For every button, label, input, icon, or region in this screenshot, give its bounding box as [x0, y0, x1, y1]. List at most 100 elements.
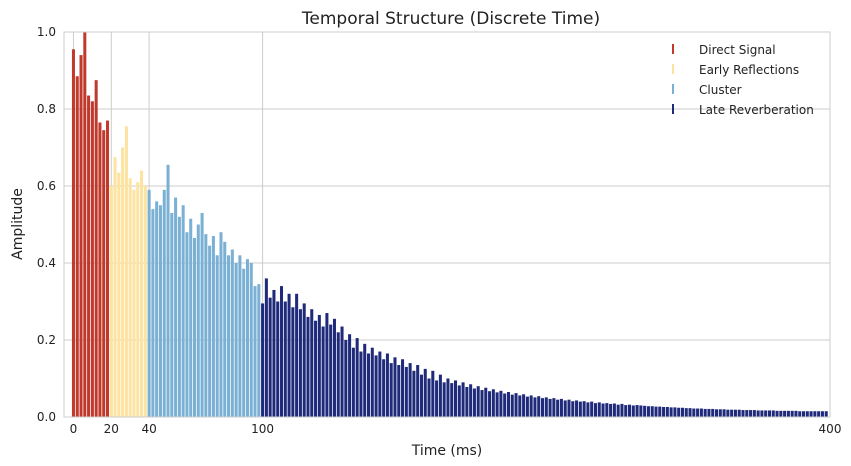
bar: [310, 309, 314, 417]
bar: [805, 411, 809, 417]
legend-entry: Early Reflections: [699, 63, 799, 77]
bar: [401, 359, 405, 417]
bar: [590, 401, 594, 417]
bar: [567, 399, 571, 417]
bar: [124, 126, 128, 417]
bar: [809, 411, 813, 417]
bar: [518, 395, 522, 417]
bar: [612, 403, 616, 417]
bar: [817, 411, 821, 417]
bar: [820, 411, 824, 417]
bar: [170, 212, 174, 417]
bar: [514, 393, 518, 417]
bar: [140, 170, 144, 417]
bar: [741, 410, 745, 417]
bar: [593, 403, 597, 417]
bar: [302, 303, 306, 417]
bar: [374, 355, 378, 417]
bar: [771, 410, 775, 417]
x-tick-labels: 0 20 40 100 400: [70, 422, 842, 436]
bar: [442, 382, 446, 417]
bar: [136, 182, 140, 417]
bar: [438, 374, 442, 417]
bar: [166, 164, 170, 417]
bar: [802, 411, 806, 417]
bar: [680, 407, 684, 417]
bar: [90, 101, 94, 418]
y-axis-label: Amplitude: [10, 188, 26, 260]
bar: [200, 212, 204, 417]
bar: [510, 394, 514, 417]
bar: [412, 370, 416, 417]
bar: [162, 189, 166, 417]
bar: [529, 395, 533, 417]
bar: [692, 408, 696, 417]
bar: [707, 408, 711, 417]
bar: [461, 382, 465, 417]
bar: [764, 410, 768, 417]
bar: [605, 403, 609, 417]
bar: [525, 396, 529, 417]
bar: [798, 411, 802, 417]
bar: [454, 380, 458, 417]
bar: [662, 406, 666, 417]
bar: [234, 263, 238, 417]
bar: [779, 410, 783, 417]
bar: [715, 409, 719, 417]
bar: [491, 389, 495, 417]
bar: [283, 301, 287, 417]
bar: [317, 314, 321, 417]
bar: [476, 386, 480, 417]
bar: [174, 197, 178, 417]
bar: [359, 351, 363, 417]
bar: [548, 398, 552, 417]
bar: [332, 318, 336, 417]
bar: [499, 390, 503, 417]
bars-layer: [71, 32, 828, 418]
bar: [94, 80, 98, 418]
bar: [306, 316, 310, 417]
legend-swatch: [672, 104, 674, 114]
bar: [654, 406, 658, 417]
bar: [472, 388, 476, 417]
bar: [684, 408, 688, 417]
bar: [465, 386, 469, 417]
bar: [786, 410, 790, 417]
bar: [688, 408, 692, 417]
bar: [298, 309, 302, 417]
bar: [790, 410, 794, 417]
bar: [488, 391, 492, 417]
bar: [435, 380, 439, 417]
bar: [211, 236, 215, 417]
bar: [503, 393, 507, 417]
bar: [238, 255, 242, 417]
bar: [351, 347, 355, 417]
legend-entry: Direct Signal: [699, 43, 776, 57]
bar: [276, 301, 280, 417]
bar: [287, 293, 291, 417]
bar: [582, 401, 586, 417]
bar: [586, 402, 590, 417]
bar: [272, 289, 276, 417]
legend-swatch: [672, 64, 674, 74]
bar: [730, 409, 734, 417]
bar: [348, 334, 352, 417]
bar: [616, 404, 620, 417]
bar: [385, 353, 389, 417]
bar: [113, 157, 117, 418]
bar: [650, 406, 654, 417]
bar: [393, 357, 397, 417]
bar: [132, 189, 136, 417]
bar: [480, 390, 484, 417]
bar: [563, 400, 567, 417]
bar: [181, 205, 185, 417]
bar: [446, 378, 450, 417]
bar: [367, 353, 371, 417]
bar: [506, 391, 510, 417]
bar: [329, 324, 333, 417]
legend-entry: Late Reverberation: [699, 103, 814, 117]
bar: [87, 95, 91, 417]
x-tick-label: 0: [70, 422, 78, 436]
x-tick-label: 20: [104, 422, 119, 436]
bar: [143, 186, 147, 417]
